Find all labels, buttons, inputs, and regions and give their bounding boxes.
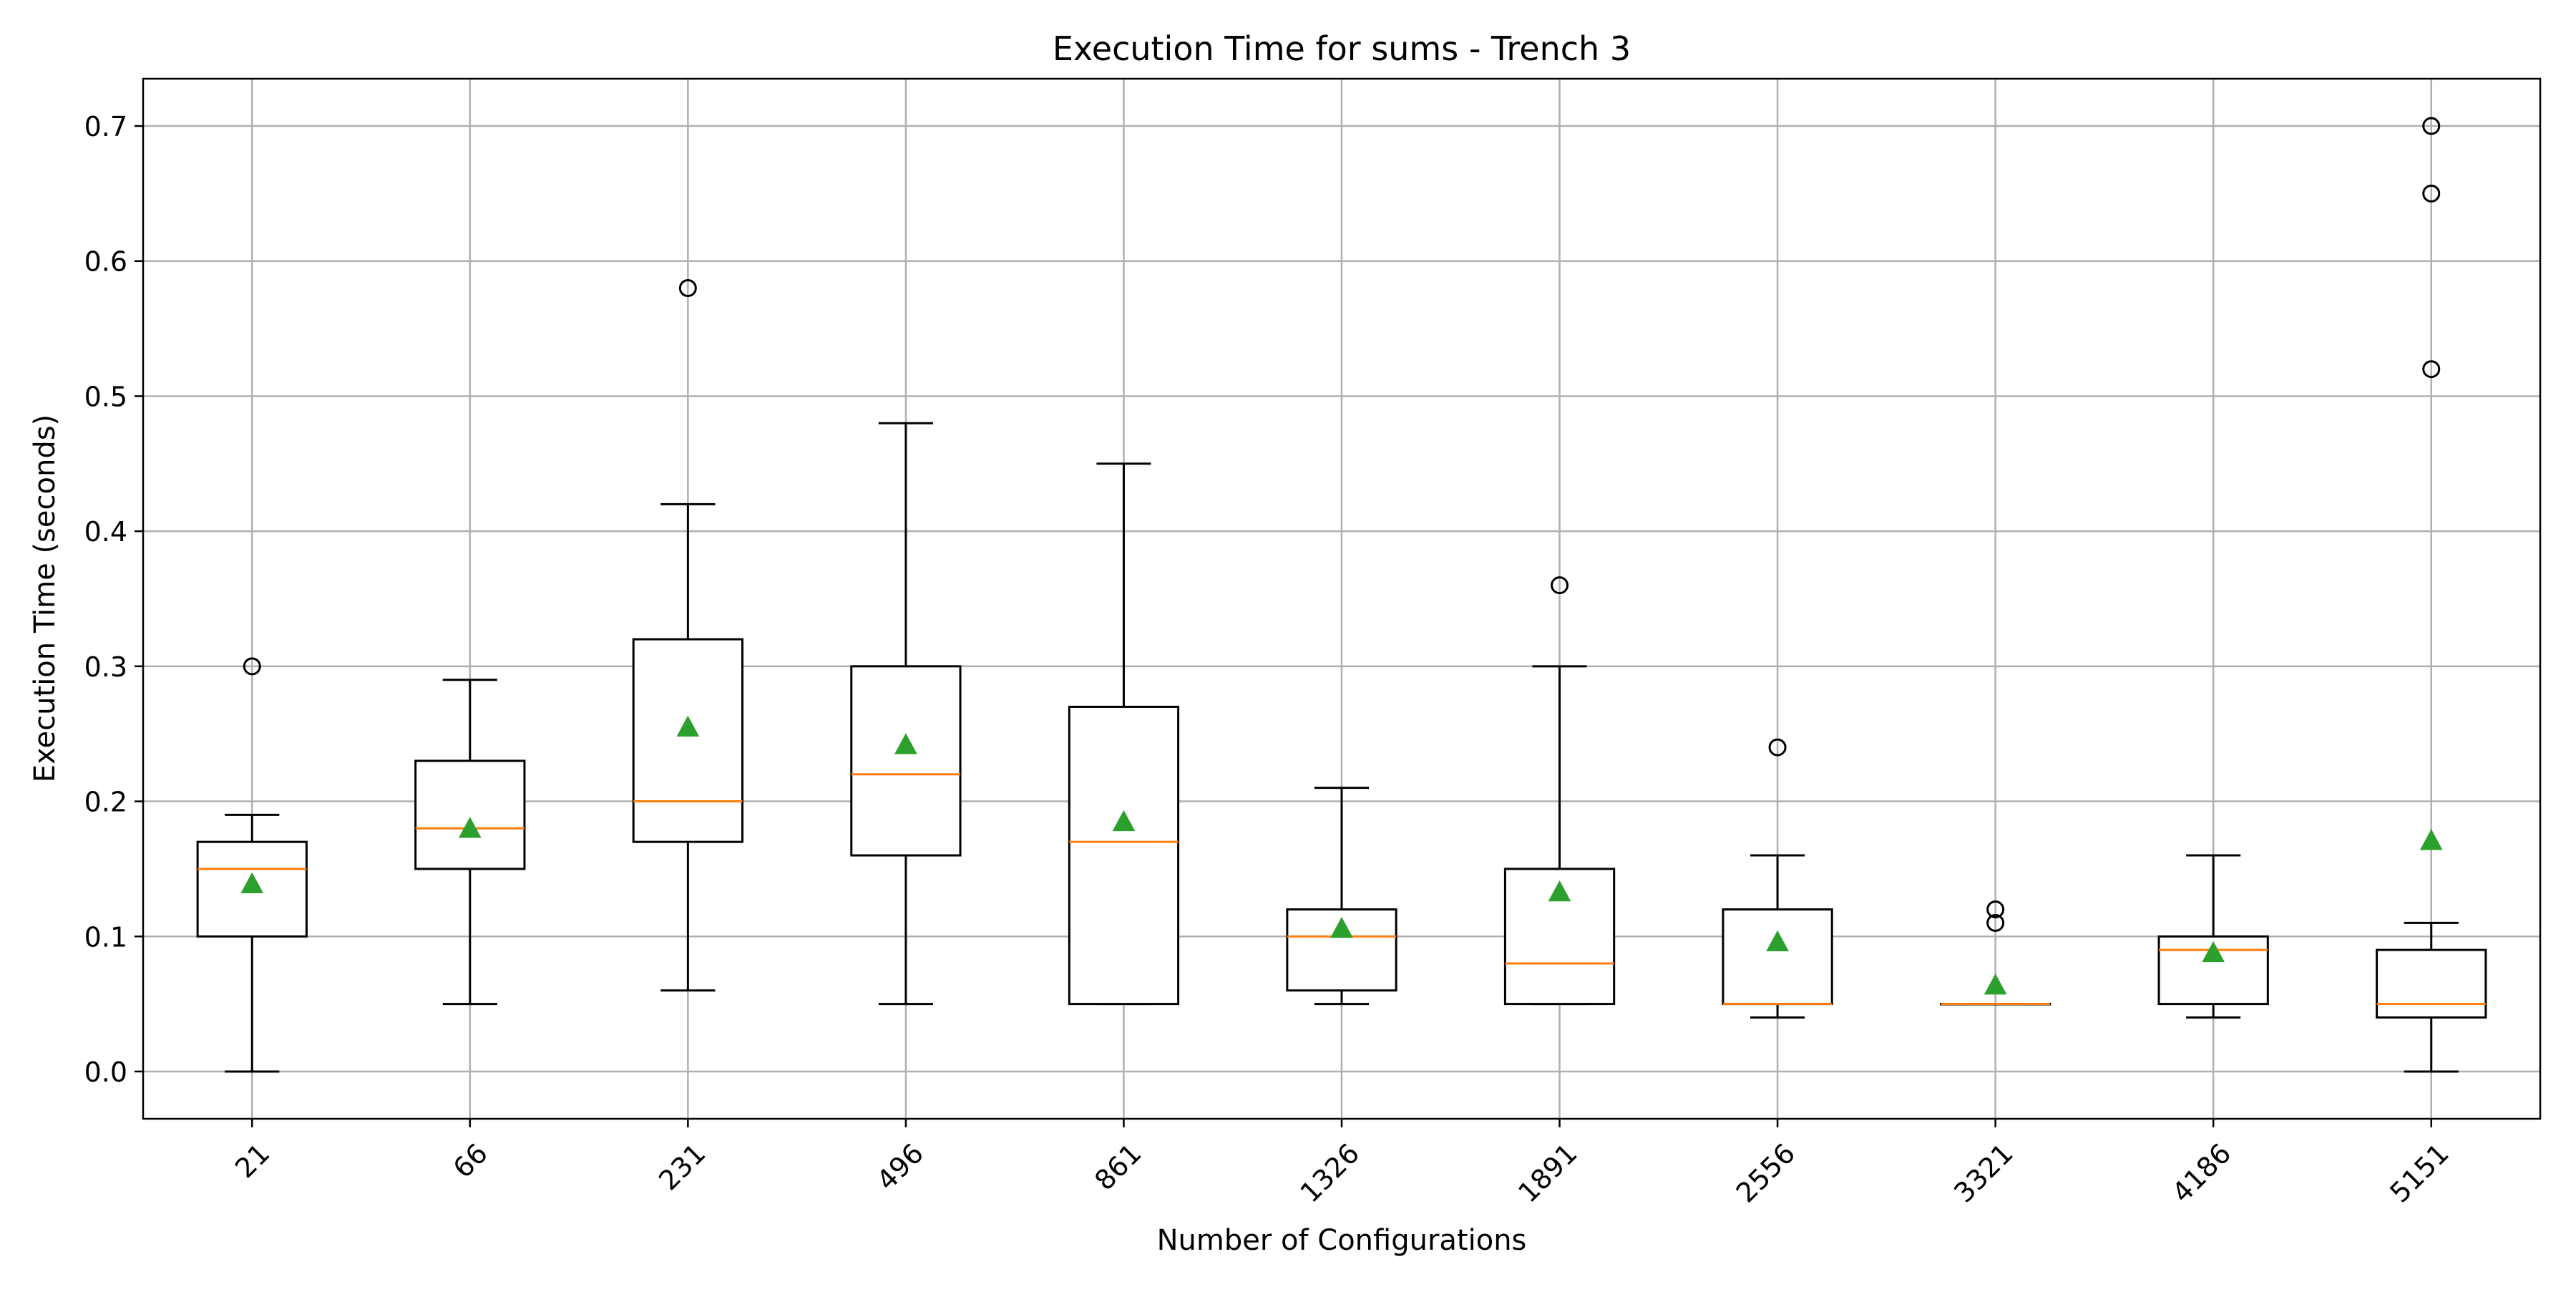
y-tick-label: 0.1 (84, 921, 127, 953)
y-tick-label: 0.3 (84, 651, 127, 683)
box-group (1068, 462, 1180, 1006)
outlier-point (2422, 117, 2441, 135)
box-iqr (1068, 705, 1180, 1006)
mean-marker (1330, 916, 1353, 938)
box-iqr (850, 665, 962, 857)
box-group (2376, 921, 2487, 1073)
outlier-point (243, 657, 261, 676)
mean-marker (458, 817, 482, 838)
y-tick-label: 0.6 (84, 246, 127, 278)
box-group (414, 679, 526, 1006)
box-group (632, 502, 744, 992)
means-layer (240, 715, 2443, 995)
outlier-point (1768, 738, 1787, 757)
box-iqr (414, 759, 526, 870)
mean-marker (894, 733, 917, 754)
box-group (1940, 1003, 2051, 1006)
y-tick-label: 0.4 (84, 516, 127, 548)
mean-marker (2419, 829, 2443, 850)
box-iqr (2376, 948, 2487, 1019)
mean-marker (1548, 880, 1571, 902)
outlier-point (2422, 360, 2441, 379)
y-tick-label: 0.7 (84, 111, 127, 142)
y-tick-label: 0.5 (84, 381, 127, 412)
y-tick-label: 0.0 (84, 1057, 127, 1088)
y-tick-label: 0.2 (84, 787, 127, 818)
box-iqr (1722, 908, 1833, 1006)
box-iqr (632, 638, 744, 843)
box-group (1722, 854, 1833, 1019)
mean-marker (1766, 930, 1789, 952)
outlier-point (678, 278, 697, 297)
box-group (850, 422, 962, 1006)
mean-marker (676, 715, 700, 737)
x-axis-label: Number of Configurations (1157, 1224, 1527, 1257)
mean-marker (240, 872, 264, 893)
outliers-layer (243, 117, 2441, 932)
y-axis-label: Execution Time (seconds) (29, 414, 62, 782)
outlier-point (2422, 184, 2441, 203)
outlier-point (1986, 913, 2005, 932)
outlier-point (1551, 576, 1569, 595)
mean-marker (2202, 941, 2225, 963)
mean-marker (1984, 973, 2007, 995)
chart-title: Execution Time for sums - Trench 3 (1053, 29, 1631, 68)
mean-marker (1112, 810, 1136, 832)
outlier-point (1986, 900, 2005, 919)
y-axis: 0.0 0.1 0.2 0.3 0.4 0.5 0.6 0.7 (84, 111, 143, 1088)
